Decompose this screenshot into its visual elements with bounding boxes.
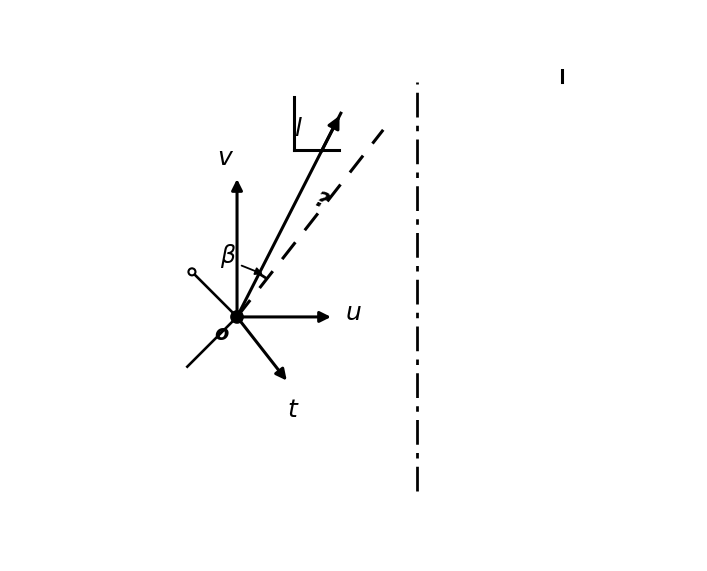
Circle shape bbox=[231, 311, 243, 323]
Text: $\beta$: $\beta$ bbox=[220, 242, 236, 270]
Text: $u$: $u$ bbox=[345, 300, 361, 324]
Text: o: o bbox=[214, 324, 229, 344]
Text: $\it{l}$: $\it{l}$ bbox=[294, 116, 303, 140]
Circle shape bbox=[189, 268, 195, 275]
Text: $t$: $t$ bbox=[286, 398, 299, 422]
Text: ?: ? bbox=[312, 190, 331, 214]
Text: $v$: $v$ bbox=[218, 146, 235, 170]
